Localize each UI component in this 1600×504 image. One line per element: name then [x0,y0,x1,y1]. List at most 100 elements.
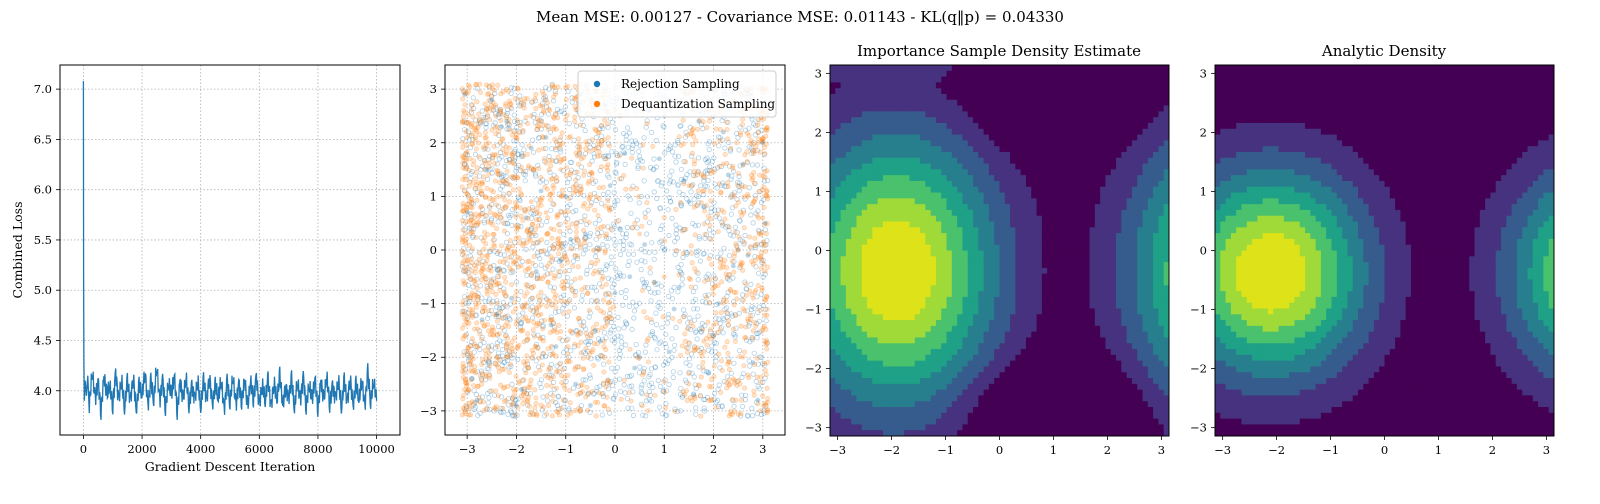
scatter-point-dequantization [570,222,574,226]
scatter-point-dequantization [493,361,497,365]
estimate-contour-cell [947,378,953,384]
estimate-contour-cell [894,123,900,129]
scatter-point-rejection [593,221,597,225]
scatter-point-dequantization [485,186,489,190]
estimate-contour-cell [872,303,878,309]
scatter-point-dequantization [563,386,567,390]
scatter-point-dequantization [756,283,760,287]
scatter-point-rejection [562,232,566,236]
estimate-contour-cell [878,332,884,338]
estimate-contour-cell [878,326,884,332]
scatter-point-dequantization [741,307,745,311]
estimate-contour-cell [915,395,921,401]
estimate-contour-cell [856,314,862,320]
estimate-contour-cell [925,82,931,88]
estimate-contour-cell [862,378,868,384]
scatter-point-dequantization [597,248,601,252]
estimate-contour-cell [931,106,937,112]
estimate-contour-cell [872,146,878,152]
estimate-contour-cell [909,210,915,216]
scatter-point-dequantization [723,258,727,262]
estimate-contour-cell [904,349,910,355]
scatter-point-dequantization [700,354,704,358]
estimate-contour-cell [909,291,915,297]
scatter-point-dequantization [636,195,640,199]
scatter-point-rejection [530,316,534,320]
scatter-point-dequantization [492,232,496,236]
estimate-contour-cell [952,135,958,141]
estimate-contour-cell [915,279,921,285]
scatter-point-rejection [707,228,711,232]
estimate-contour-cell [904,372,910,378]
scatter-point-dequantization [758,409,762,413]
estimate-contour-cell [925,88,931,94]
scatter-point-dequantization [468,296,472,300]
estimate-contour-cell [888,94,894,100]
scatter-point-dequantization [524,115,528,119]
estimate-contour-cell [915,424,921,430]
estimate-contour-cell [925,401,931,407]
estimate-contour-cell [915,274,921,280]
scatter-point-rejection [609,261,613,265]
scatter-point-dequantization [539,290,543,294]
scatter-point-dequantization [705,125,709,129]
scatter-point-rejection [610,366,614,370]
estimate-contour-cell [899,106,905,112]
estimate-contour-cell [936,384,942,390]
estimate-filled-contours [830,65,1170,437]
scatter-point-dequantization [736,248,741,253]
scatter-point-dequantization [733,339,737,343]
scatter-point-dequantization [495,344,499,348]
estimate-contour-cell [841,129,847,135]
estimate-contour-cell [846,158,852,164]
estimate-contour-cell [841,65,847,71]
estimate-contour-cell [915,117,921,123]
scatter-point-dequantization [597,391,601,395]
scatter-point-dequantization [731,327,735,331]
scatter-point-dequantization [464,270,468,274]
scatter-point-rejection [618,252,622,256]
scatter-point-rejection [627,274,632,279]
scatter-point-rejection [545,240,549,244]
estimate-contour-cell [952,123,958,129]
estimate-contour-cell [931,111,937,117]
scatter-point-dequantization [550,414,554,418]
scatter-point-rejection [548,285,552,289]
scatter-point-dequantization [721,222,725,226]
scatter-point-rejection [696,277,700,281]
scatter-point-rejection [754,379,758,383]
scatter-point-dequantization [592,208,596,212]
scatter-point-rejection [696,223,700,227]
scatter-point-rejection [494,312,499,317]
estimate-contour-cell [883,297,889,303]
estimate-contour-cell [888,355,894,361]
estimate-contour-cell [856,94,862,100]
estimate-contour-cell [835,175,841,181]
estimate-contour-cell [931,419,937,425]
scatter-point-dequantization [559,210,563,214]
estimate-contour-cell [941,303,947,309]
estimate-contour-cell [947,222,953,228]
scatter-point-rejection [638,365,642,369]
estimate-contour-cell [904,146,910,152]
estimate-contour-cell [920,106,926,112]
scatter-point-rejection [625,126,629,130]
scatter-point-rejection [665,189,669,193]
estimate-contour-cell [888,198,894,204]
estimate-contour-cell [909,378,915,384]
estimate-contour-cell [856,291,862,297]
estimate-contour-cell [947,94,953,100]
estimate-contour-cell [841,419,847,425]
scatter-point-dequantization [552,202,556,206]
scatter-point-dequantization [752,181,756,185]
estimate-contour-cell [856,233,862,239]
estimate-contour-cell [904,175,910,181]
estimate-contour-cell [925,129,931,135]
estimate-contour-cell [867,181,873,187]
estimate-contour-cell [952,146,958,152]
estimate-contour-cell [904,303,910,309]
scatter-point-dequantization [548,271,552,275]
estimate-contour-cell [941,366,947,372]
estimate-contour-cell [835,135,841,141]
scatter-point-dequantization [567,388,571,392]
